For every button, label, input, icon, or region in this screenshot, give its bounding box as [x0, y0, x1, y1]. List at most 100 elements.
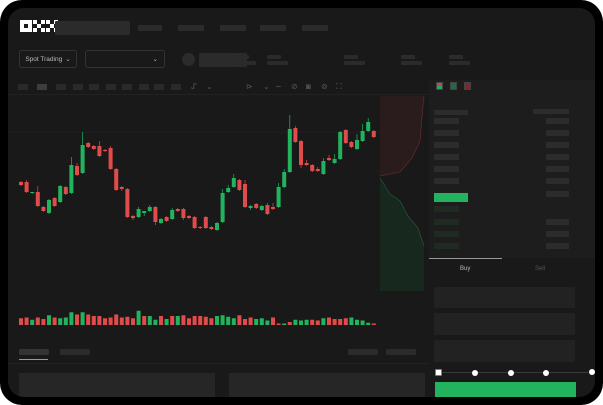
timeframe-button[interactable]: [171, 84, 181, 90]
drawing-icon[interactable]: ⊳: [246, 82, 253, 91]
amount-input[interactable]: [434, 313, 575, 335]
orderbook-ask-row[interactable]: [434, 118, 459, 124]
depth-asks-area: [380, 96, 424, 176]
volume-bar: [243, 319, 247, 325]
candle-body: [231, 178, 236, 187]
camera-icon[interactable]: ◙: [306, 82, 311, 91]
timeframe-button[interactable]: [122, 84, 132, 90]
nav-item[interactable]: [220, 25, 246, 31]
candle-body: [142, 211, 147, 213]
pair-select[interactable]: ⌄: [85, 50, 165, 68]
depth-chart: [380, 96, 425, 291]
timeframe-button-active[interactable]: [37, 84, 47, 90]
orderbook-bid-row[interactable]: [434, 243, 459, 249]
candle-body: [69, 165, 74, 193]
candle-body: [371, 131, 376, 137]
orderbook-bid-row[interactable]: [434, 206, 459, 212]
orderbook-ask-row[interactable]: [546, 130, 569, 136]
orderbook-bid-row[interactable]: [434, 231, 459, 237]
tab-buy[interactable]: Buy: [460, 266, 471, 272]
orderbook-ask-row[interactable]: [546, 118, 569, 124]
timeframe-button[interactable]: [56, 84, 66, 90]
candle-body: [97, 146, 102, 156]
orderbook-ask-row[interactable]: [434, 178, 459, 184]
candle-body: [52, 198, 57, 206]
stat-value: [344, 61, 365, 65]
volume-bar: [198, 316, 203, 325]
volume-bar: [304, 319, 309, 325]
volume-bar: [315, 320, 320, 325]
candle-body: [203, 217, 208, 228]
candle-body: [24, 182, 29, 192]
timeframe-button[interactable]: [106, 84, 116, 90]
line-icon[interactable]: ∼: [275, 82, 282, 91]
slider-stop-75[interactable]: [543, 370, 549, 376]
mode-select[interactable]: Spot Trading ⌄: [19, 50, 77, 68]
candle-body: [159, 219, 163, 223]
volume-bar: [131, 318, 135, 325]
orderbook-bid-row[interactable]: [546, 231, 569, 237]
orderbook-ask-row[interactable]: [434, 166, 459, 172]
fullscreen-icon[interactable]: ⛶: [336, 82, 342, 91]
tab-sell[interactable]: Sell: [535, 266, 546, 272]
candle-body: [187, 216, 191, 218]
price-input[interactable]: [434, 287, 575, 308]
slider-handle[interactable]: [435, 369, 442, 376]
bids-only-icon[interactable]: [450, 82, 457, 90]
chevron-down-icon[interactable]: ⌄: [263, 82, 270, 91]
timeframe-button[interactable]: [89, 84, 99, 90]
slider-stop-25[interactable]: [472, 370, 478, 376]
stat-label: [449, 55, 463, 59]
slider-stop-100[interactable]: [589, 369, 595, 375]
filter-button[interactable]: [348, 349, 378, 355]
candle-body: [332, 159, 337, 163]
nav-item[interactable]: [178, 25, 204, 31]
chevron-down-icon[interactable]: ⌄: [206, 82, 213, 91]
nav-item[interactable]: [260, 25, 286, 31]
indicator-icon[interactable]: ᔑ: [191, 82, 197, 91]
tab-open-orders[interactable]: [19, 349, 49, 355]
timeframe-button[interactable]: [73, 84, 83, 90]
total-input[interactable]: [434, 340, 575, 362]
orderbook-ask-row[interactable]: [434, 142, 459, 148]
timeframe-button[interactable]: [18, 84, 28, 90]
orderbook-bid-row[interactable]: [546, 219, 569, 225]
timeframe-button[interactable]: [154, 84, 164, 90]
slider-track[interactable]: [440, 372, 588, 373]
candlestick-chart[interactable]: [8, 8, 383, 338]
orderbook-ask-row[interactable]: [546, 191, 569, 197]
orderbook-ask-row[interactable]: [546, 154, 569, 160]
timeframe-button[interactable]: [139, 84, 149, 90]
settings-icon[interactable]: ⊚: [321, 82, 328, 91]
orderbook-ask-row[interactable]: [546, 166, 569, 172]
volume-bar: [321, 318, 326, 325]
volume-bar: [103, 318, 107, 325]
divider: [8, 94, 595, 95]
both-sides-icon[interactable]: [436, 82, 443, 90]
search-bar[interactable]: [55, 21, 130, 35]
volume-bar: [327, 317, 331, 325]
orderbook-ask-row[interactable]: [546, 142, 569, 148]
volume-bar: [114, 314, 119, 325]
nav-item[interactable]: [138, 25, 162, 31]
candle-body: [276, 187, 281, 207]
candle-body: [366, 122, 371, 131]
asks-only-icon[interactable]: [464, 82, 471, 90]
orderbook-ask-row[interactable]: [546, 178, 569, 184]
volume-bar: [332, 319, 337, 325]
candle-body: [58, 186, 63, 202]
tab-underline: [429, 258, 502, 259]
volume-bar: [153, 319, 158, 325]
orderbook-ask-row[interactable]: [434, 154, 459, 160]
volume-bar: [209, 318, 214, 325]
orderbook-bid-row[interactable]: [546, 243, 569, 249]
orderbook-bid-row[interactable]: [434, 219, 459, 225]
tab-order-history[interactable]: [60, 349, 90, 355]
slider-stop-50[interactable]: [508, 370, 514, 376]
candle-body: [131, 216, 135, 218]
orderbook-ask-row[interactable]: [434, 130, 459, 136]
filter-button[interactable]: [386, 349, 416, 355]
ruler-icon[interactable]: ⊘: [291, 82, 298, 91]
buy-button[interactable]: [435, 382, 576, 397]
nav-item[interactable]: [302, 25, 328, 31]
